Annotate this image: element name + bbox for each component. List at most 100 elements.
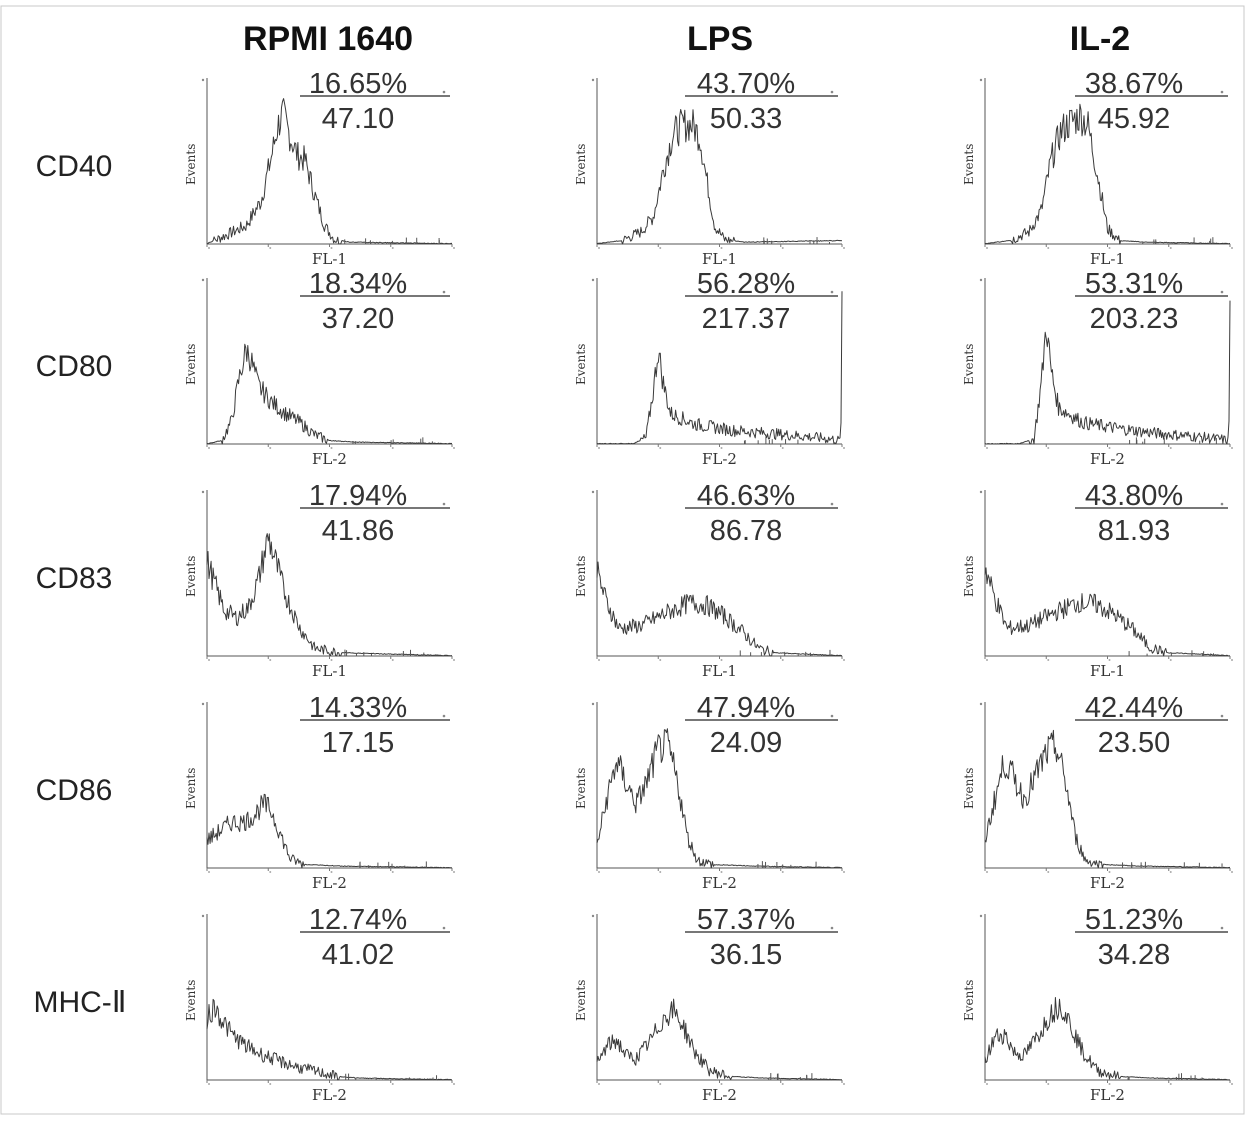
x-tick-dot (269, 871, 272, 873)
x-tick-dot (208, 871, 210, 873)
histogram-trace (206, 343, 453, 445)
x-tick-dot (453, 247, 455, 249)
gate-percent: 16.65% (309, 68, 407, 100)
histogram-trace (206, 533, 453, 657)
mfi-value: 37.20 (322, 303, 395, 335)
histogram-panel-cd80-il-2: Events FL-2 53.31%203.23 (962, 268, 1233, 468)
x-tick-dot (269, 247, 272, 249)
gate-marker-end (442, 290, 446, 294)
mfi-value: 81.93 (1098, 515, 1171, 547)
mfi-value: 41.02 (322, 939, 395, 971)
x-tick-dot (330, 1083, 333, 1085)
histogram-trace (984, 103, 1231, 245)
row-label-cd83: CD83 (36, 562, 113, 595)
x-tick-dot (391, 1083, 394, 1085)
x-tick-dot (781, 247, 784, 249)
x-tick-dot (208, 447, 210, 449)
gate-percent: 14.33% (309, 692, 407, 724)
x-tick-dot (1047, 659, 1050, 661)
gate-marker-end (442, 926, 446, 930)
row-label-cd86: CD86 (36, 774, 113, 807)
y-axis-top-mark (979, 914, 983, 918)
x-tick-dot (843, 247, 845, 249)
gate-marker-end (442, 90, 446, 94)
x-tick-dot (986, 447, 988, 449)
x-tick-dot (391, 447, 394, 449)
x-tick-dot (1169, 871, 1172, 873)
y-axis-label: Events (962, 344, 976, 385)
row-label-cd80: CD80 (36, 350, 113, 383)
x-tick-dot (659, 871, 662, 873)
histogram-panel-cd83-il-2: Events FL-1 43.80%81.93 (962, 480, 1233, 680)
x-tick-dot (659, 1083, 662, 1085)
x-axis-label: FL-2 (1090, 1086, 1125, 1104)
histogram-panel-cd86-lps: Events FL-2 47.94%24.09 (574, 692, 845, 892)
gate-percent: 57.37% (697, 904, 795, 936)
x-tick-dot (1169, 247, 1172, 249)
gate-percent: 43.70% (697, 68, 795, 100)
x-tick-dot (1169, 447, 1172, 449)
y-axis-label: Events (184, 556, 198, 597)
x-tick-dot (208, 659, 210, 661)
x-tick-dot (720, 247, 723, 249)
mfi-value: 36.15 (710, 939, 783, 971)
x-tick-dot (391, 659, 394, 661)
y-axis-label: Events (962, 556, 976, 597)
y-axis-top-mark (201, 914, 205, 918)
histogram-panel-cd80-lps: Events FL-2 56.28%217.37 (574, 268, 845, 468)
gate-marker-end (1220, 926, 1224, 930)
histogram-trace (206, 98, 453, 245)
x-tick-dot (1047, 447, 1050, 449)
mfi-value: 24.09 (710, 727, 783, 759)
x-tick-dot (598, 871, 600, 873)
mfi-value: 203.23 (1090, 303, 1179, 335)
x-tick-dot (391, 247, 394, 249)
column-header-lps: LPS (687, 20, 753, 58)
gate-percent: 42.44% (1085, 692, 1183, 724)
y-axis-label: Events (184, 144, 198, 185)
gate-marker-end (830, 714, 834, 718)
row-label-mhc-ii: MHC-Ⅱ (33, 986, 126, 1019)
x-axis-label: FL-2 (702, 1086, 737, 1104)
x-tick-dot (1108, 447, 1111, 449)
x-tick-dot (453, 447, 455, 449)
x-tick-dot (453, 871, 455, 873)
x-tick-dot (1231, 871, 1233, 873)
histogram-panel-mhc-lps: Events FL-2 57.37%36.15 (574, 904, 845, 1104)
x-tick-dot (1231, 247, 1233, 249)
x-tick-dot (1108, 871, 1111, 873)
x-tick-dot (781, 1083, 784, 1085)
gate-marker-end (1220, 502, 1224, 506)
mfi-value: 217.37 (702, 303, 791, 335)
x-tick-dot (1047, 247, 1050, 249)
y-axis-top-mark (201, 78, 205, 82)
x-tick-dot (1047, 1083, 1050, 1085)
gate-marker-end (830, 290, 834, 294)
y-axis-label: Events (574, 980, 588, 1021)
y-axis-top-mark (591, 490, 595, 494)
x-tick-dot (330, 659, 333, 661)
y-axis-label: Events (574, 768, 588, 809)
y-axis-label: Events (184, 344, 198, 385)
y-axis-label: Events (184, 980, 198, 1021)
x-tick-dot (330, 871, 333, 873)
y-axis-top-mark (201, 490, 205, 494)
x-axis-label: FL-2 (312, 450, 347, 468)
histogram-panel-cd86-il-2: Events FL-2 42.44%23.50 (962, 692, 1233, 892)
x-tick-dot (843, 871, 845, 873)
y-axis-label: Events (574, 344, 588, 385)
row-label-cd40: CD40 (36, 150, 113, 183)
y-axis-top-mark (591, 78, 595, 82)
x-axis-label: FL-1 (702, 662, 737, 680)
x-axis-label: FL-2 (702, 874, 737, 892)
gate-marker-end (1220, 714, 1224, 718)
histogram-trace (984, 997, 1230, 1081)
x-tick-dot (208, 247, 210, 249)
x-tick-dot (1231, 447, 1233, 449)
x-axis-label: FL-2 (1090, 450, 1125, 468)
histogram-trace (984, 300, 1231, 445)
y-axis-top-mark (979, 78, 983, 82)
x-tick-dot (843, 447, 845, 449)
histogram-panel-mhc-il-2: Events FL-2 51.23%34.28 (962, 904, 1233, 1104)
